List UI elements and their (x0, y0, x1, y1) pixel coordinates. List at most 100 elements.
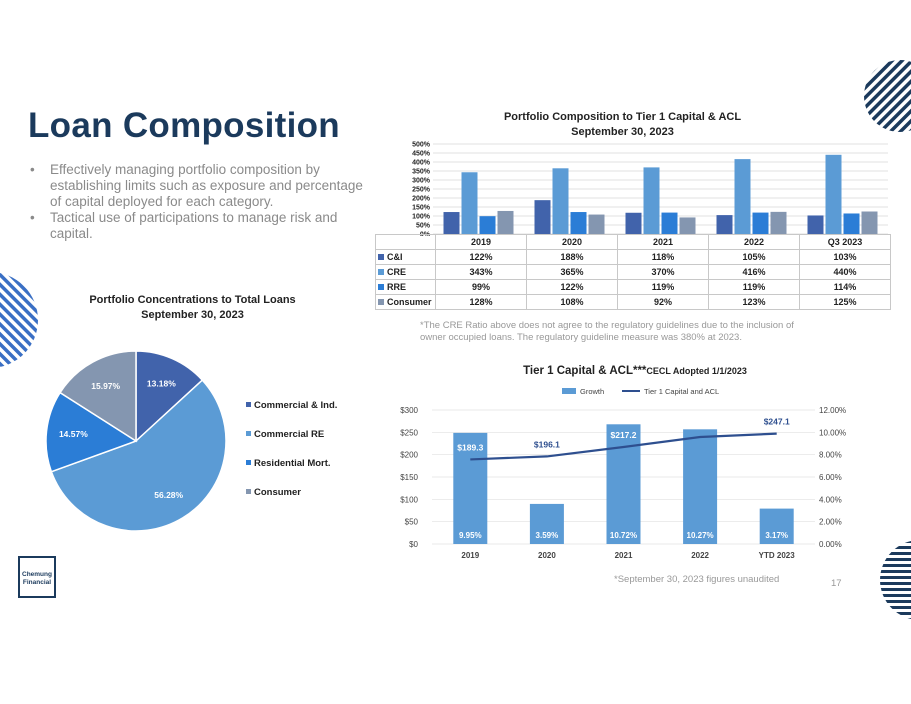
table-cell: 343% (435, 264, 527, 280)
bar (807, 215, 824, 234)
legend-swatch (246, 431, 251, 436)
x-tick-label: 2022 (691, 551, 709, 560)
bar (679, 217, 696, 234)
table-row-header: Consumer (375, 294, 436, 310)
table-cell: 118% (617, 249, 709, 265)
series-name: RRE (387, 282, 407, 292)
y-tick-label: 50% (416, 223, 431, 230)
y-tick-label: 100% (412, 214, 431, 221)
combo-chart: Growth Tier 1 Capital and ACL $300 $250 $200… (400, 387, 846, 560)
right-axis-tick: 8.00% (819, 451, 842, 460)
series-swatch (378, 269, 384, 275)
legend-label: Commercial RE (254, 429, 325, 440)
legend-swatch (246, 489, 251, 494)
legend-label-line: Tier 1 Capital and ACL (644, 387, 719, 396)
pie-slice (45, 391, 138, 473)
stripe-circle-top-right (864, 60, 911, 132)
y-tick-label: 250% (412, 187, 431, 194)
y-tick-label: 350% (412, 169, 431, 176)
y-tick-label: 0% (420, 232, 431, 237)
tier1-line-label: $247.1 (764, 417, 790, 427)
table-column-header: 2022 (708, 234, 800, 250)
unaudited-footnote: *September 30, 2023 figures unaudited (614, 574, 780, 585)
bar (734, 159, 751, 234)
table-row-header: RRE (375, 279, 436, 295)
right-axis-tick: 2.00% (819, 518, 842, 527)
table-cell: 105% (708, 249, 800, 265)
bar (716, 215, 733, 234)
table-row-header: CRE (375, 264, 436, 280)
combo-title-suffix: CECL Adopted 1/1/2023 (646, 366, 747, 376)
data-table: 2019 2020 2021 2022 Q3 2023 C&I 122% 188% 118% 10… (375, 234, 891, 310)
left-axis-tick: $200 (400, 451, 418, 460)
bar (570, 212, 587, 234)
left-axis-tick: $150 (400, 473, 418, 482)
left-axis-tick: $50 (405, 518, 419, 527)
legend-label-bar: Growth (580, 387, 604, 396)
legend-swatch (246, 460, 251, 465)
table-cell: 119% (617, 279, 709, 295)
bar (625, 212, 642, 234)
bar (534, 200, 551, 234)
table-cell: 119% (708, 279, 800, 295)
table-corner (375, 234, 436, 250)
pie-legend: Commercial & Ind. Commercial RE Residentia… (246, 400, 337, 516)
growth-bar-label: 3.17% (765, 531, 788, 540)
x-tick-label: YTD 2023 (759, 551, 796, 560)
pie-chart-title: Portfolio Concentrations to Total Loans … (60, 293, 325, 323)
legend-label: Commercial & Ind. (254, 400, 338, 411)
bar (479, 216, 496, 234)
combo-chart-title: Tier 1 Capital & ACL***CECL Adopted 1/1/… (470, 364, 800, 379)
table-row-header: C&I (375, 249, 436, 265)
combo-title-main: Tier 1 Capital & ACL*** (523, 365, 647, 377)
tier1-line (470, 432, 777, 461)
bar (461, 172, 478, 234)
table-column-header: 2020 (526, 234, 618, 250)
left-axis-tick: $250 (400, 428, 418, 437)
growth-bar-label: 10.72% (610, 531, 637, 540)
pie-title-line1: Portfolio Concentrations to Total Loans (89, 294, 296, 306)
legend-label: Consumer (254, 487, 301, 498)
pie-title-line2: September 30, 2023 (141, 309, 244, 321)
table-cell: 125% (799, 294, 891, 310)
pie-slice-label: 15.97% (91, 381, 120, 391)
series-name: C&I (387, 252, 403, 262)
logo-text-line2: Financial (22, 579, 52, 586)
x-tick-label: 2020 (538, 551, 556, 560)
tier1-line-label: $196.1 (534, 439, 560, 449)
table-cell: 99% (435, 279, 527, 295)
right-axis-tick: 4.00% (819, 495, 842, 504)
legend-swatch-bar (562, 388, 576, 394)
legend-label: Residential Mort. (254, 458, 331, 469)
pie-legend-item: Commercial RE (246, 429, 337, 440)
bar (770, 211, 787, 234)
table-cell: 114% (799, 279, 891, 295)
series-swatch (378, 254, 384, 260)
right-axis-tick: 10.00% (819, 428, 846, 437)
table-cell: 122% (435, 249, 527, 265)
bar (497, 210, 514, 234)
y-tick-label: 500% (412, 142, 431, 149)
table-row: RRE 99% 122% 119% 119% 114% (375, 279, 891, 295)
bar (661, 212, 678, 234)
right-axis-tick: 6.00% (819, 473, 842, 482)
tier1-line-label: $217.2 (611, 430, 637, 440)
pie-legend-item: Commercial & Ind. (246, 400, 337, 411)
bar (843, 213, 860, 234)
table-cell: 440% (799, 264, 891, 280)
bar (643, 167, 660, 234)
table-cell: 416% (708, 264, 800, 280)
bullet-list: Effectively managing portfolio compositi… (30, 162, 375, 242)
growth-bar-label: 3.59% (536, 531, 559, 540)
page-title: Loan Composition (28, 106, 340, 145)
left-axis-tick: $0 (409, 540, 418, 549)
legend-swatch (246, 402, 251, 407)
table-cell: 92% (617, 294, 709, 310)
table-cell: 188% (526, 249, 618, 265)
table-cell: 370% (617, 264, 709, 280)
growth-bar (683, 429, 718, 544)
bar (861, 211, 878, 234)
tier1-line-label: $189.3 (457, 442, 483, 452)
table-cell: 128% (435, 294, 527, 310)
